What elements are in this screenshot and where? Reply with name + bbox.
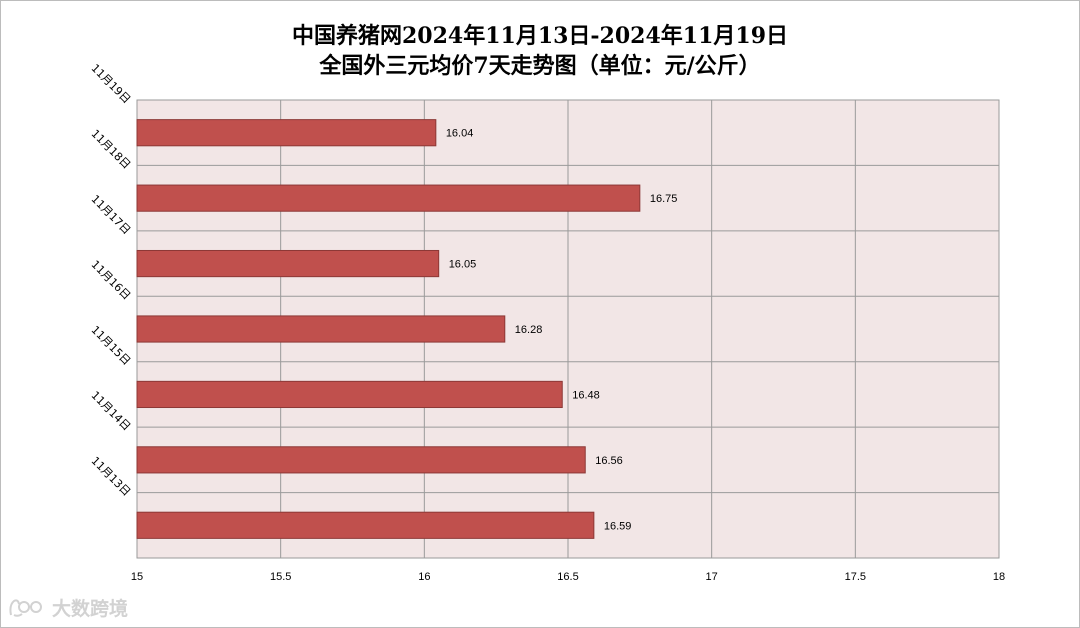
x-tick-label: 17 <box>706 571 718 583</box>
data-label: 16.56 <box>595 455 623 467</box>
category-labels-group: 11月19日 11月18日 11月17日 11月16日 11月15日 11月14日 11月1… <box>89 62 134 499</box>
category-label: 11月13日 <box>89 454 134 499</box>
data-labels-group: 16.04 16.75 16.05 16.28 16.48 16.56 16.59 <box>446 128 678 533</box>
bar-5 <box>136 380 563 409</box>
data-label: 16.75 <box>650 193 678 205</box>
bar-6 <box>136 446 586 474</box>
bar-7 <box>136 511 595 539</box>
x-tick-label: 15.5 <box>270 571 291 583</box>
data-label: 16.04 <box>446 128 474 140</box>
category-label: 11月14日 <box>89 389 134 434</box>
category-label: 11月17日 <box>89 192 134 237</box>
category-label: 11月18日 <box>89 127 134 172</box>
data-label: 16.48 <box>572 389 600 401</box>
chart-subtitle: 全国外三元均价7天走势图（单位：元/公斤） <box>319 53 761 79</box>
bar-3 <box>136 249 440 278</box>
chart-title: 中国养猪网2024年11月13日-2024年11月19日 <box>291 23 789 49</box>
data-label: 16.59 <box>604 520 632 532</box>
category-label: 11月19日 <box>89 62 134 107</box>
x-tick-labels-group: 15 15.5 16 16.5 17 17.5 18 <box>131 571 1005 583</box>
x-tick-label: 16 <box>418 571 430 583</box>
watermark-text: 大数跨境 <box>52 597 129 620</box>
bars-group <box>136 119 641 539</box>
bilibili-style-logo-icon <box>9 599 42 617</box>
x-tick-label: 15 <box>131 571 143 583</box>
watermark: 大数跨境 <box>8 594 128 620</box>
x-tick-label: 18 <box>993 571 1005 583</box>
category-label: 11月16日 <box>89 258 134 303</box>
x-tick-label: 17.5 <box>845 571 866 583</box>
bar-4 <box>136 315 506 343</box>
grid-lines <box>136 99 1000 559</box>
bar-2 <box>136 184 641 212</box>
data-label: 16.05 <box>449 259 477 271</box>
x-tick-label: 16.5 <box>557 571 578 583</box>
data-label: 16.28 <box>515 324 543 336</box>
category-label: 11月15日 <box>89 323 134 368</box>
bar-1 <box>136 119 437 147</box>
